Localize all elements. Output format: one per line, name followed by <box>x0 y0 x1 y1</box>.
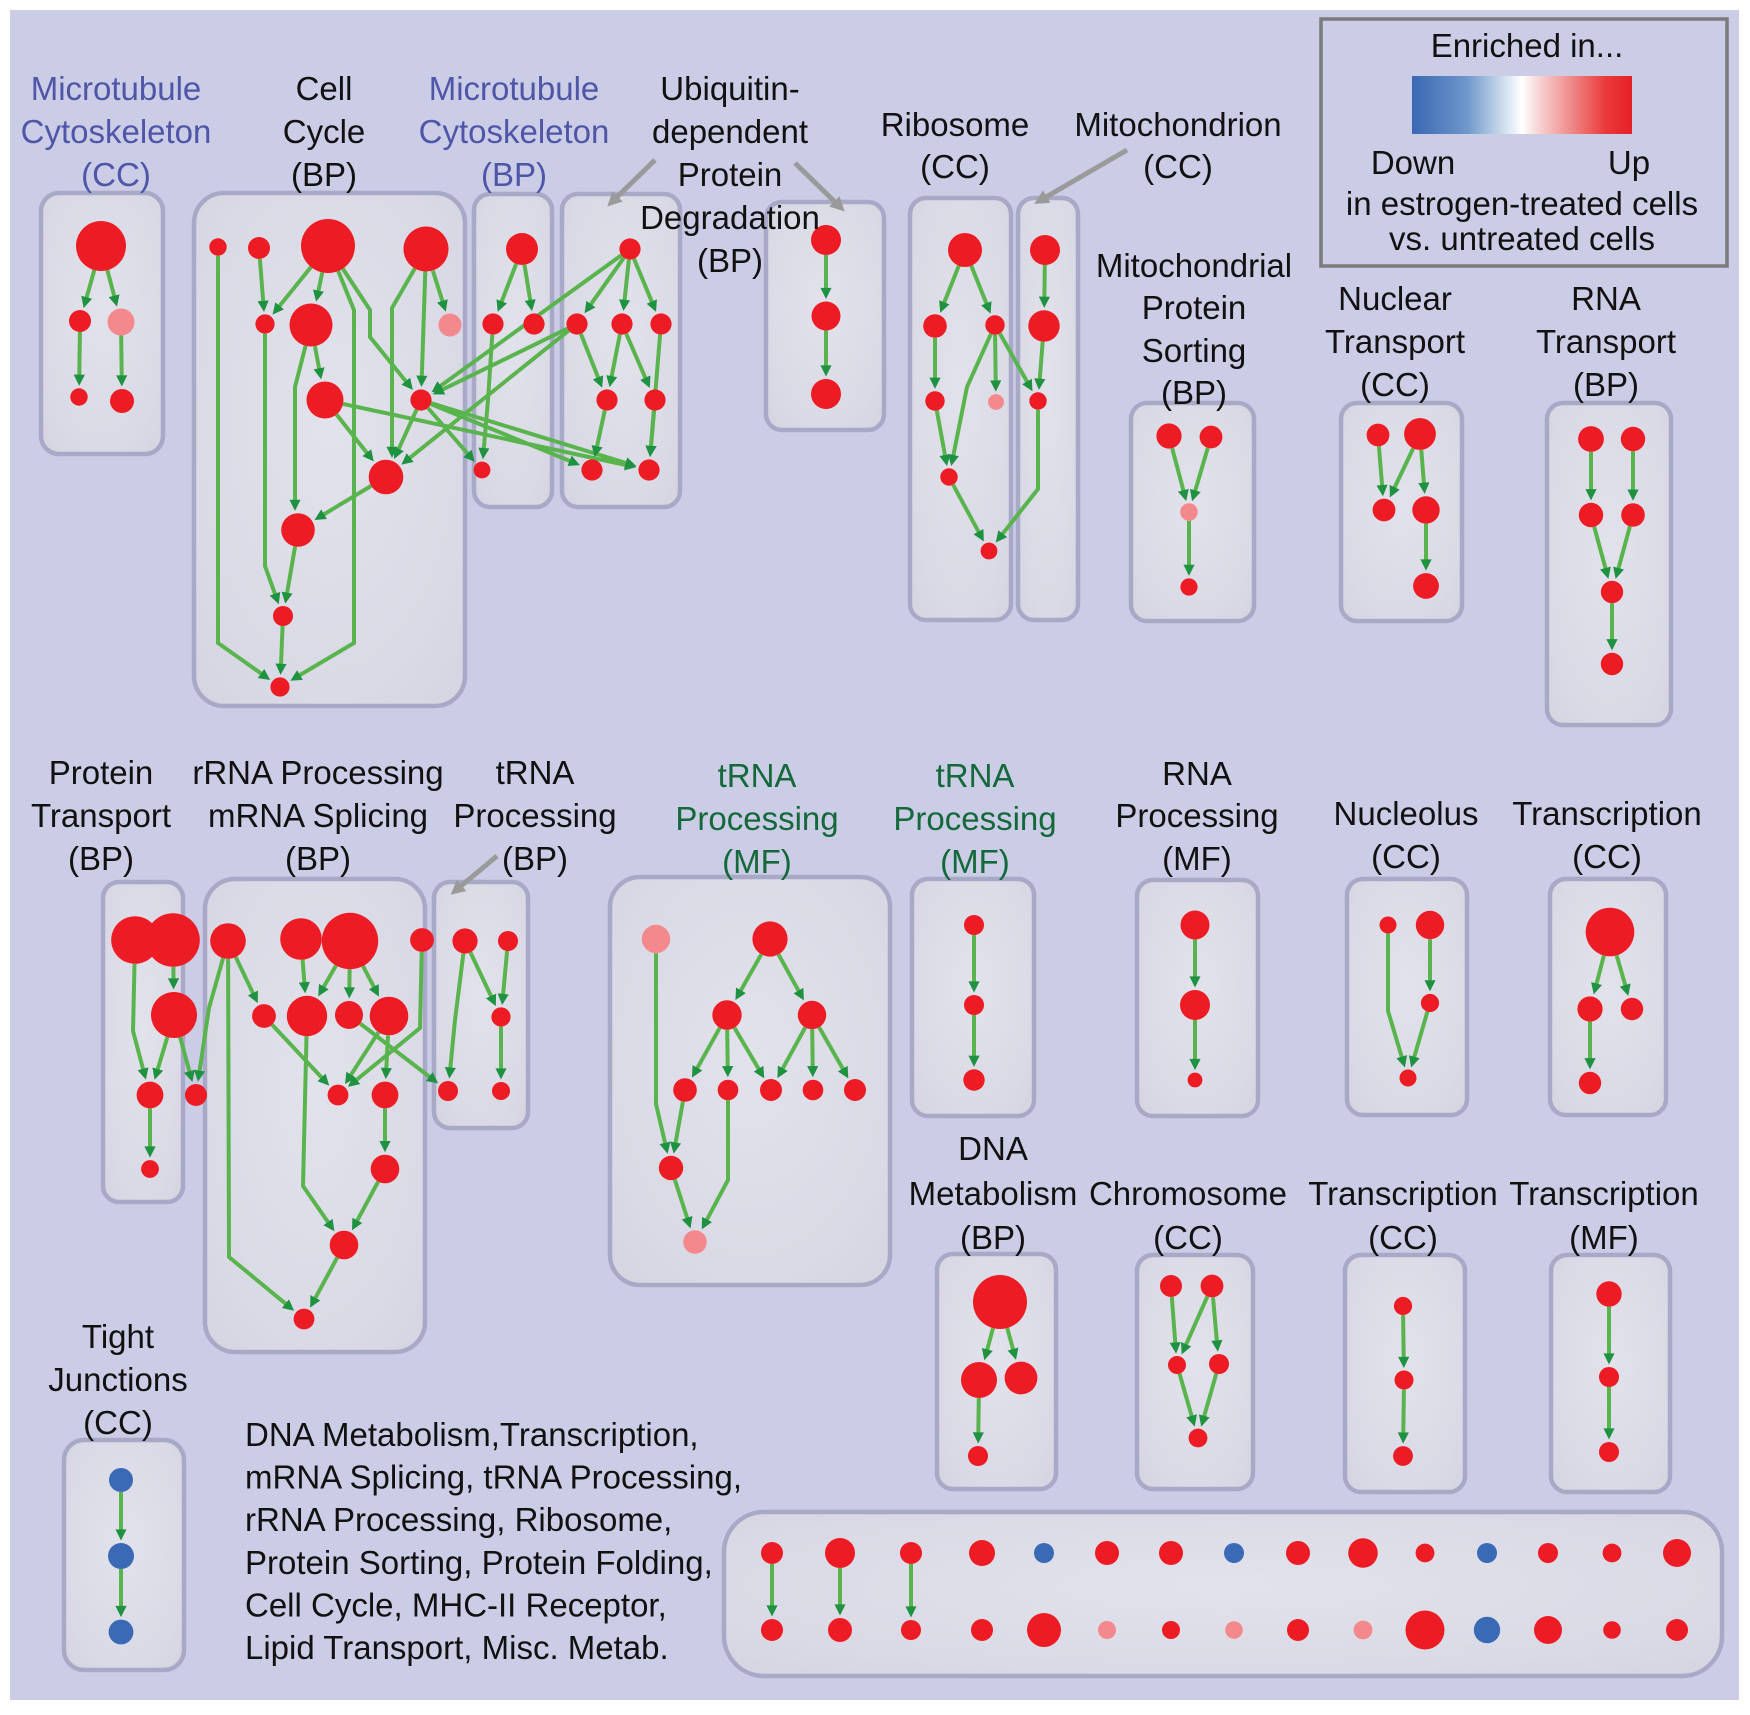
svg-text:(CC): (CC) <box>1371 838 1441 875</box>
svg-text:Metabolism: Metabolism <box>909 1175 1078 1212</box>
svg-text:(BP): (BP) <box>68 840 134 877</box>
svg-text:Chromosome: Chromosome <box>1089 1175 1287 1212</box>
svg-text:tRNA: tRNA <box>496 754 575 791</box>
svg-text:Transport: Transport <box>1325 323 1465 360</box>
svg-text:Down: Down <box>1371 144 1455 181</box>
svg-text:Processing: Processing <box>675 800 838 837</box>
svg-text:(BP): (BP) <box>291 156 357 193</box>
svg-text:Cytoskeleton: Cytoskeleton <box>21 113 212 150</box>
svg-text:DNA: DNA <box>958 1130 1028 1167</box>
svg-text:Cell Cycle, MHC-II Receptor,: Cell Cycle, MHC-II Receptor, <box>245 1586 667 1623</box>
svg-text:Junctions: Junctions <box>48 1361 187 1398</box>
svg-text:Degradation: Degradation <box>640 199 820 236</box>
svg-text:Transport: Transport <box>31 797 171 834</box>
svg-text:Nuclear: Nuclear <box>1338 280 1452 317</box>
svg-text:mRNA Splicing: mRNA Splicing <box>208 797 428 834</box>
svg-text:(BP): (BP) <box>960 1219 1026 1256</box>
svg-text:(BP): (BP) <box>285 840 351 877</box>
svg-text:RNA: RNA <box>1571 280 1641 317</box>
svg-text:Cytoskeleton: Cytoskeleton <box>419 113 610 150</box>
svg-text:(MF): (MF) <box>940 843 1010 880</box>
svg-text:Protein: Protein <box>1142 289 1247 326</box>
svg-text:(CC): (CC) <box>81 156 151 193</box>
svg-text:(MF): (MF) <box>1162 840 1232 877</box>
svg-text:tRNA: tRNA <box>936 757 1015 794</box>
svg-text:(CC): (CC) <box>1360 366 1430 403</box>
svg-text:dependent: dependent <box>652 113 808 150</box>
svg-text:Cell: Cell <box>296 70 353 107</box>
svg-text:Nucleolus: Nucleolus <box>1334 795 1479 832</box>
svg-text:Tight: Tight <box>82 1318 154 1355</box>
svg-text:Lipid Transport, Misc. Metab.: Lipid Transport, Misc. Metab. <box>245 1629 669 1666</box>
svg-text:Protein: Protein <box>678 156 783 193</box>
svg-text:mRNA Splicing, tRNA Processing: mRNA Splicing, tRNA Processing, <box>245 1459 742 1496</box>
svg-text:(CC): (CC) <box>1572 838 1642 875</box>
svg-text:(BP): (BP) <box>481 156 547 193</box>
svg-text:Mitochondrion: Mitochondrion <box>1074 106 1281 143</box>
svg-text:Mitochondrial: Mitochondrial <box>1096 247 1292 284</box>
svg-text:Processing: Processing <box>893 800 1056 837</box>
svg-text:Ubiquitin-: Ubiquitin- <box>660 70 799 107</box>
svg-text:(BP): (BP) <box>502 840 568 877</box>
svg-text:Ribosome: Ribosome <box>881 106 1030 143</box>
svg-text:(MF): (MF) <box>722 843 792 880</box>
svg-text:Transcription: Transcription <box>1509 1175 1699 1212</box>
svg-text:(CC): (CC) <box>83 1404 153 1441</box>
svg-text:RNA: RNA <box>1162 755 1232 792</box>
svg-text:in estrogen-treated cells: in estrogen-treated cells <box>1346 185 1698 222</box>
svg-text:(MF): (MF) <box>1569 1219 1639 1256</box>
svg-text:DNA Metabolism,Transcription,: DNA Metabolism,Transcription, <box>245 1416 699 1453</box>
svg-text:rRNA Processing, Ribosome,: rRNA Processing, Ribosome, <box>245 1501 672 1538</box>
svg-text:(CC): (CC) <box>1368 1219 1438 1256</box>
svg-text:(BP): (BP) <box>697 242 763 279</box>
svg-text:(CC): (CC) <box>1153 1219 1223 1256</box>
svg-text:Processing: Processing <box>1115 797 1278 834</box>
svg-text:Transport: Transport <box>1536 323 1676 360</box>
svg-text:(CC): (CC) <box>920 148 990 185</box>
svg-text:Up: Up <box>1608 144 1650 181</box>
svg-text:(BP): (BP) <box>1573 366 1639 403</box>
svg-text:Protein: Protein <box>49 754 154 791</box>
svg-text:tRNA: tRNA <box>718 757 797 794</box>
svg-text:Transcription: Transcription <box>1512 795 1702 832</box>
svg-text:Sorting: Sorting <box>1142 332 1247 369</box>
svg-text:Microtubule: Microtubule <box>31 70 202 107</box>
svg-text:Transcription: Transcription <box>1308 1175 1498 1212</box>
svg-text:Protein Sorting, Protein Foldi: Protein Sorting, Protein Folding, <box>245 1544 713 1581</box>
svg-text:Microtubule: Microtubule <box>429 70 600 107</box>
svg-text:Cycle: Cycle <box>283 113 366 150</box>
svg-text:rRNA Processing: rRNA Processing <box>192 754 443 791</box>
svg-text:(BP): (BP) <box>1161 374 1227 411</box>
svg-text:Enriched in...: Enriched in... <box>1431 27 1624 64</box>
svg-text:Processing: Processing <box>453 797 616 834</box>
svg-text:vs. untreated cells: vs. untreated cells <box>1389 220 1655 257</box>
svg-text:(CC): (CC) <box>1143 148 1213 185</box>
